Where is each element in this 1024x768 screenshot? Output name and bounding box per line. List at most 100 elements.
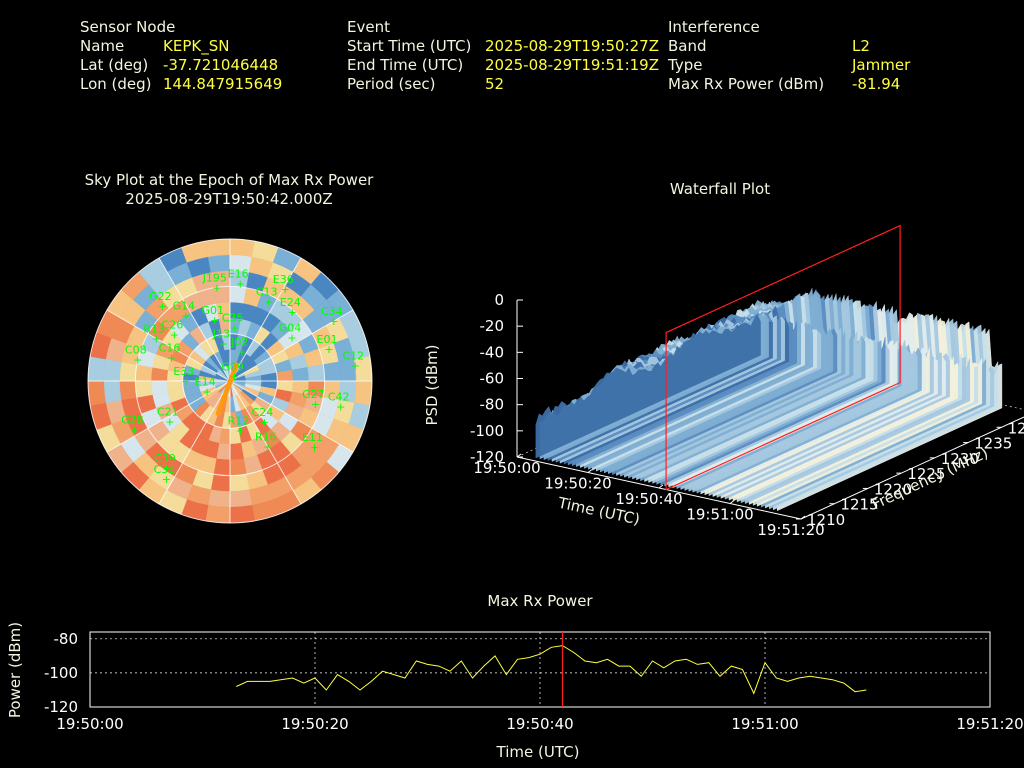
satellite-label: G28 [121, 414, 144, 427]
satellite-label: R16 [255, 431, 277, 444]
max-rx-power-trace [236, 645, 867, 695]
satellite-label: E36 [273, 273, 294, 286]
lon-value: 144.847915649 [163, 75, 283, 93]
waterfall-surface [535, 287, 1003, 512]
satellite-marker: + [181, 310, 190, 323]
satellite-label: R12 [228, 414, 250, 427]
time-tick [658, 484, 664, 489]
satellite-marker: + [310, 441, 319, 454]
satellite-marker: + [287, 332, 296, 345]
start-time-label: Start Time (UTC) [347, 37, 472, 55]
max-rx-label: Max Rx Power (dBm) [668, 75, 825, 93]
max-rx-ytick-label: -120 [44, 698, 78, 716]
psd-tick-label: -40 [480, 343, 505, 361]
satellite-marker: + [351, 360, 360, 373]
satellite-marker: + [336, 401, 345, 414]
satellite-label: C21 [157, 406, 179, 419]
satellite-label: C12 [342, 350, 364, 363]
psd-tick-label: -20 [480, 317, 505, 335]
lat-value: -37.721046448 [163, 56, 279, 74]
sky-spoke [229, 257, 302, 382]
psd-tick-label: -60 [480, 370, 505, 388]
satellite-label: J13 [212, 328, 230, 341]
satellite-marker: + [236, 424, 245, 437]
max-rx-xtick-label: 19:50:40 [506, 715, 573, 733]
event-title: Event [347, 18, 390, 36]
freq-tick-label: 1220 [874, 480, 912, 498]
satellite-label: G22 [149, 290, 172, 303]
max-rx-xtick-label: 19:51:20 [956, 715, 1023, 733]
sky-spoke [158, 380, 231, 505]
name-value: KEPK_SN [163, 37, 230, 55]
max-rx-bearing-line [215, 362, 240, 417]
freq-tick-label: 1225 [907, 465, 945, 483]
freq-tick-label: 1230 [941, 450, 979, 468]
satellite-marker: + [219, 338, 228, 351]
max-rx-power-title: Max Rx Power [487, 592, 593, 610]
satellite-label: E16 [228, 268, 249, 281]
freq-axis-line [800, 416, 1024, 520]
satellite-label: E01 [317, 333, 338, 346]
sky-heatmap [87, 238, 373, 524]
end-time-label: End Time (UTC) [347, 56, 464, 74]
satellite-label: C39 [154, 452, 176, 465]
satellite-marker: + [210, 314, 219, 327]
satellite-label: J02 [230, 336, 248, 349]
satellite-marker: + [162, 462, 171, 475]
satellite-marker: + [170, 328, 179, 341]
satellite-label: G04 [279, 322, 302, 335]
time-tick-label: 19:51:20 [757, 521, 824, 539]
satellite-marker: + [288, 306, 297, 319]
event-block: Event Start Time (UTC) 2025-08-29T19:50:2… [347, 18, 659, 94]
satellite-label: G09 [221, 361, 244, 374]
psd-tick-label: -120 [470, 448, 504, 466]
sensor-node-title: Sensor Node [80, 18, 176, 36]
satellite-marker: + [260, 416, 269, 429]
time-tick [800, 515, 806, 520]
sensor-node-block: Sensor Node Name KEPK_SN Lat (deg) -37.721… [80, 18, 282, 94]
satellite-marker: + [311, 398, 320, 411]
type-label: Type [668, 56, 703, 74]
satellite-label: G14 [173, 300, 196, 313]
satellite-label: G27 [302, 388, 325, 401]
sky-spoke [158, 257, 231, 382]
sky-spoke [106, 380, 231, 453]
satellite-label: R13 [143, 322, 165, 335]
time-tick [587, 469, 593, 473]
max-rx-ytick-label: -80 [54, 630, 79, 648]
time-tick-label: 19:50:20 [544, 475, 611, 493]
max-rx-ylabel: Power (dBm) [6, 622, 24, 718]
time-tick [516, 453, 522, 458]
satellite-marker: + [230, 371, 239, 384]
satellite-label: C42 [328, 391, 350, 404]
sky-spoke [229, 380, 302, 505]
time-tick-label: 19:50:40 [615, 490, 682, 508]
waterfall-slice [535, 314, 761, 459]
freq-tick-label: 1210 [807, 511, 845, 529]
end-time-value: 2025-08-29T19:51:19Z [485, 56, 659, 74]
sky-plot-subtitle: 2025-08-29T19:50:42.000Z [125, 190, 333, 208]
satellite-marker: + [162, 473, 171, 486]
period-label: Period (sec) [347, 75, 436, 93]
satellite-label: C32 [154, 463, 176, 476]
max-rx-xtick-label: 19:51:00 [731, 715, 798, 733]
satellite-label: C08 [125, 344, 147, 357]
satellite-marker: + [158, 300, 167, 313]
satellite-marker: + [212, 281, 221, 294]
satellite-marker: + [281, 283, 290, 296]
sky-plot-title: Sky Plot at the Epoch of Max Rx Power 20… [60, 171, 398, 209]
sky-spoke [106, 309, 231, 382]
interference-title: Interference [668, 18, 760, 36]
lon-label: Lon (deg) [80, 75, 152, 93]
freq-tick-label: 1240 [1008, 419, 1024, 437]
period-value: 52 [485, 75, 505, 93]
type-value: Jammer [852, 56, 911, 74]
satellite-label: E11 [302, 431, 323, 444]
satellite-marker: + [230, 322, 239, 335]
satellite-label: C26 [162, 318, 184, 331]
satellite-marker: + [324, 343, 333, 356]
satellite-marker: + [165, 416, 174, 429]
satellite-label: C35 [222, 312, 244, 325]
